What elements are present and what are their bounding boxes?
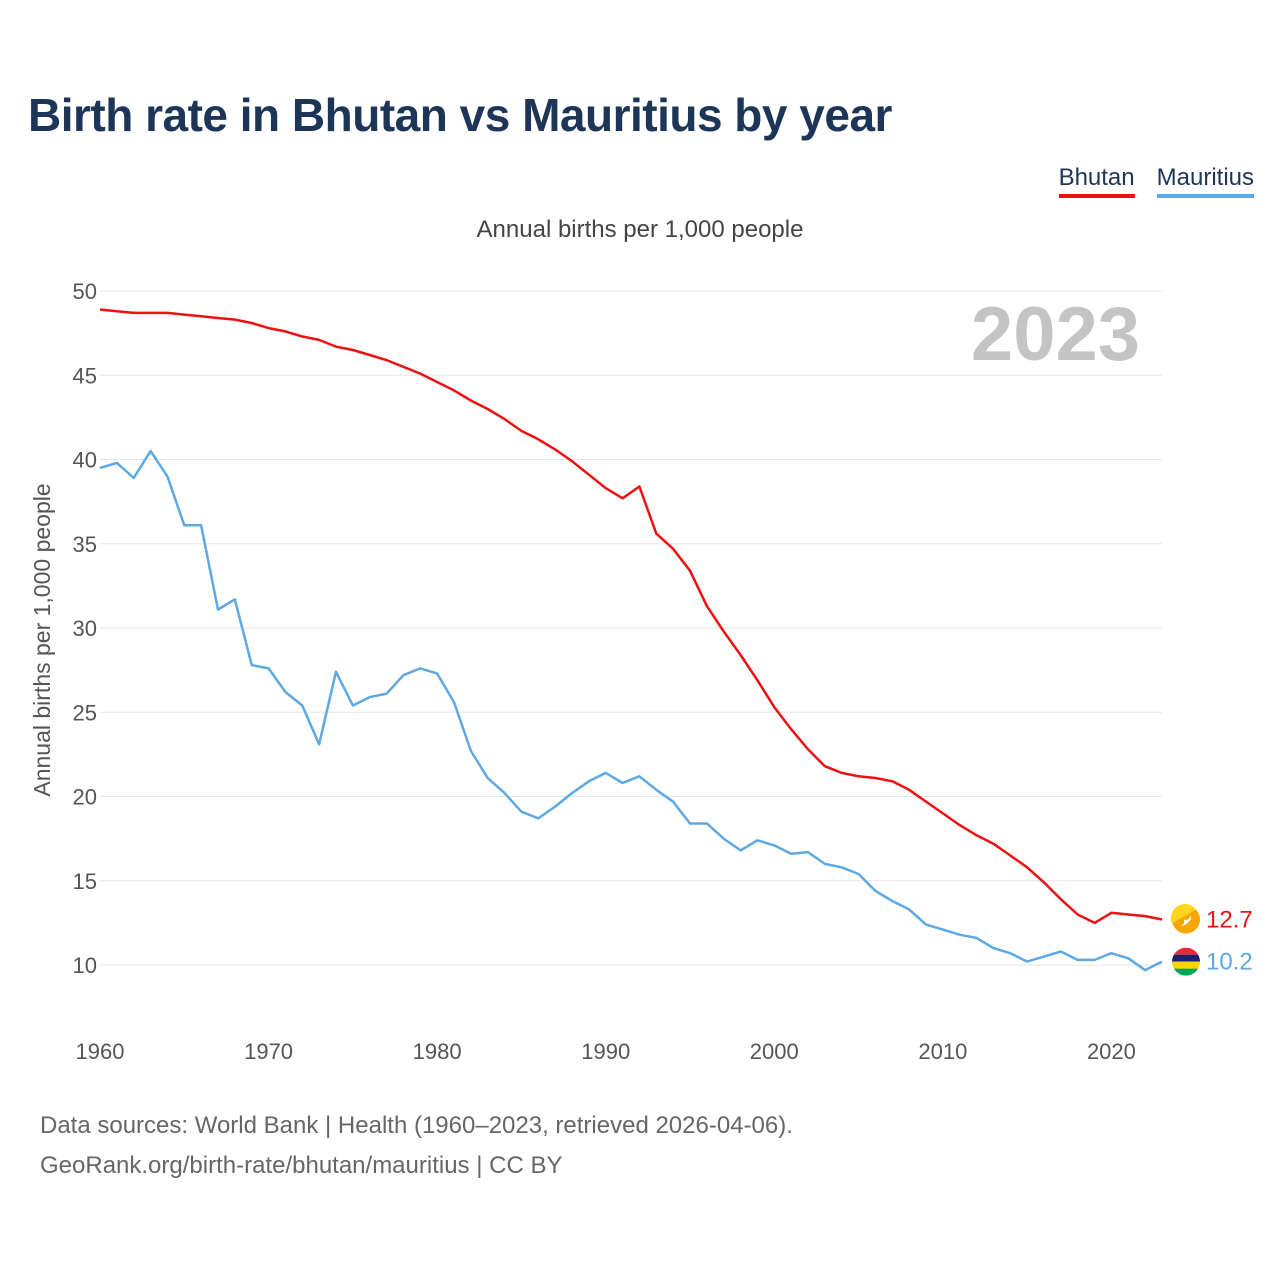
legend: Bhutan Mauritius <box>1058 164 1254 198</box>
x-tick-label: 1980 <box>413 1039 462 1064</box>
source-line-1: Data sources: World Bank | Health (1960–… <box>40 1112 793 1139</box>
bhutan-flag-icon <box>1170 904 1200 934</box>
year-watermark: 2023 <box>971 292 1140 377</box>
chart-title: Birth rate in Bhutan vs Mauritius by yea… <box>28 89 892 141</box>
y-tick-label: 50 <box>73 279 97 304</box>
x-tick-label: 1970 <box>244 1039 293 1064</box>
series-lines <box>99 308 1163 972</box>
y-axis-label: Annual births per 1,000 people <box>29 483 55 796</box>
y-tick-label: 10 <box>73 953 97 978</box>
y-tick-label: 25 <box>73 700 97 725</box>
x-axis-ticks: 1960 1970 1980 1990 2000 2010 2020 <box>76 1039 1136 1064</box>
mauritius-flag-icon <box>1172 947 1200 976</box>
legend-item-bhutan[interactable]: Bhutan <box>1058 164 1135 198</box>
series-line-bhutan[interactable] <box>99 308 1163 925</box>
x-tick-label: 2000 <box>750 1039 799 1064</box>
y-tick-label: 40 <box>73 448 97 473</box>
x-tick-label: 1960 <box>76 1039 125 1064</box>
end-label-bhutan: 12.7 <box>1206 907 1253 934</box>
y-axis-ticks: 10 15 20 25 30 35 40 45 50 <box>73 279 97 978</box>
end-markers: 12.7 10.2 <box>1170 904 1253 976</box>
end-label-mauritius: 10.2 <box>1206 949 1253 976</box>
x-tick-label: 1990 <box>581 1039 630 1064</box>
y-tick-label: 15 <box>73 869 97 894</box>
legend-item-mauritius[interactable]: Mauritius <box>1156 164 1254 198</box>
source-line-2[interactable]: GeoRank.org/birth-rate/bhutan/mauritius … <box>40 1152 563 1179</box>
source-note: Data sources: World Bank | Health (1960–… <box>40 1106 793 1186</box>
y-tick-label: 45 <box>73 363 97 388</box>
y-tick-label: 35 <box>73 532 97 557</box>
series-line-mauritius[interactable] <box>99 449 1163 972</box>
gridlines <box>100 290 1162 966</box>
x-tick-label: 2010 <box>918 1039 967 1064</box>
y-tick-label: 30 <box>73 616 97 641</box>
chart-subtitle: Annual births per 1,000 people <box>476 216 804 243</box>
line-chart: 2023 10 15 20 25 30 35 40 45 50 1960 1970 1980 1990… <box>29 279 1253 1064</box>
y-tick-label: 20 <box>73 785 97 810</box>
x-tick-label: 2020 <box>1087 1039 1136 1064</box>
